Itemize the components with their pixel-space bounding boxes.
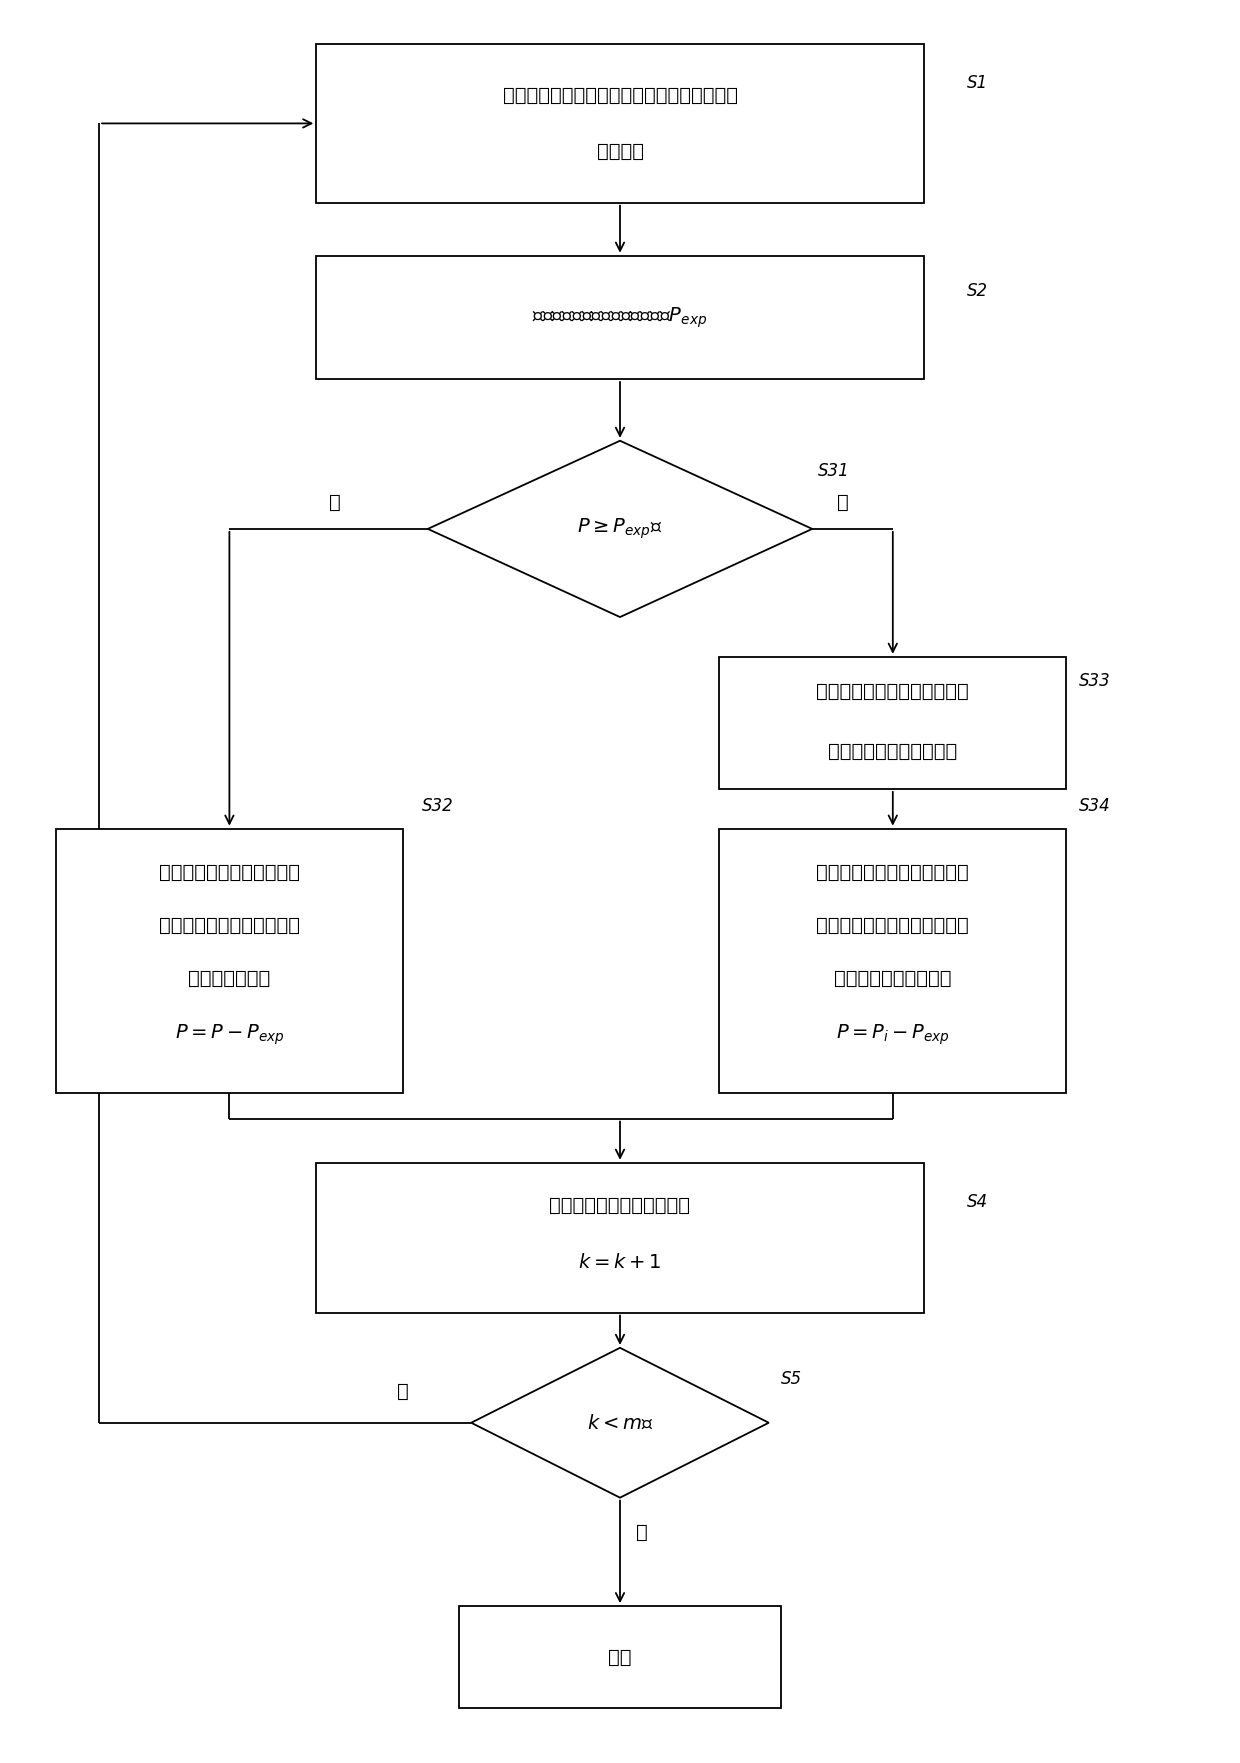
Bar bbox=[316, 1164, 924, 1312]
Text: 否: 否 bbox=[837, 494, 849, 511]
Text: S34: S34 bbox=[1079, 797, 1111, 815]
Text: 础供电设施的功率为：: 础供电设施的功率为： bbox=[835, 970, 951, 987]
Text: 正在充电的目标电池数量：: 正在充电的目标电池数量： bbox=[549, 1197, 691, 1215]
Text: 目标电池: 目标电池 bbox=[596, 143, 644, 160]
Text: $P=P-P_{exp}$: $P=P-P_{exp}$ bbox=[175, 1023, 284, 1047]
Bar bbox=[719, 829, 1066, 1093]
Text: S31: S31 bbox=[818, 462, 851, 480]
Bar bbox=[459, 1606, 781, 1708]
Text: S32: S32 bbox=[422, 797, 454, 815]
Bar bbox=[316, 256, 924, 379]
Polygon shape bbox=[428, 441, 812, 617]
Text: 利用能量输出电池与基础供电: 利用能量输出电池与基础供电 bbox=[816, 864, 970, 882]
Text: 结束: 结束 bbox=[609, 1648, 631, 1666]
Bar bbox=[56, 829, 403, 1093]
Text: 是: 是 bbox=[329, 494, 341, 511]
Text: 计算该目标电池的期望充电功率$P_{exp}$: 计算该目标电池的期望充电功率$P_{exp}$ bbox=[532, 305, 708, 330]
Text: 从剩余的空闲动力电池中选择: 从剩余的空闲动力电池中选择 bbox=[816, 682, 970, 700]
Text: $k<m$？: $k<m$？ bbox=[587, 1414, 653, 1432]
Text: 设施同时为目标电池充电；基: 设施同时为目标电池充电；基 bbox=[816, 917, 970, 934]
Text: 是: 是 bbox=[397, 1382, 409, 1400]
Text: 否: 否 bbox=[636, 1523, 649, 1543]
Text: S1: S1 bbox=[967, 74, 988, 92]
Bar bbox=[316, 44, 924, 203]
Text: 述目标电池充电；基础供电: 述目标电池充电；基础供电 bbox=[159, 917, 300, 934]
Text: 选择电量最大的一块动力电池，作为待交付的: 选择电量最大的一块动力电池，作为待交付的 bbox=[502, 86, 738, 104]
Text: S2: S2 bbox=[967, 282, 988, 300]
Text: 设施的功率为：: 设施的功率为： bbox=[188, 970, 270, 987]
Text: 一块或多块能量输出电池: 一块或多块能量输出电池 bbox=[828, 742, 957, 760]
Text: 利用所述基础供电设施为所: 利用所述基础供电设施为所 bbox=[159, 864, 300, 882]
Text: $P\geq P_{exp}$？: $P\geq P_{exp}$？ bbox=[578, 517, 662, 541]
Text: S4: S4 bbox=[967, 1194, 988, 1211]
Text: $P=P_i-P_{exp}$: $P=P_i-P_{exp}$ bbox=[836, 1023, 950, 1047]
Text: S5: S5 bbox=[781, 1370, 802, 1387]
Bar bbox=[719, 658, 1066, 790]
Text: S33: S33 bbox=[1079, 672, 1111, 689]
Polygon shape bbox=[471, 1347, 769, 1497]
Text: $k=k+1$: $k=k+1$ bbox=[578, 1253, 662, 1271]
